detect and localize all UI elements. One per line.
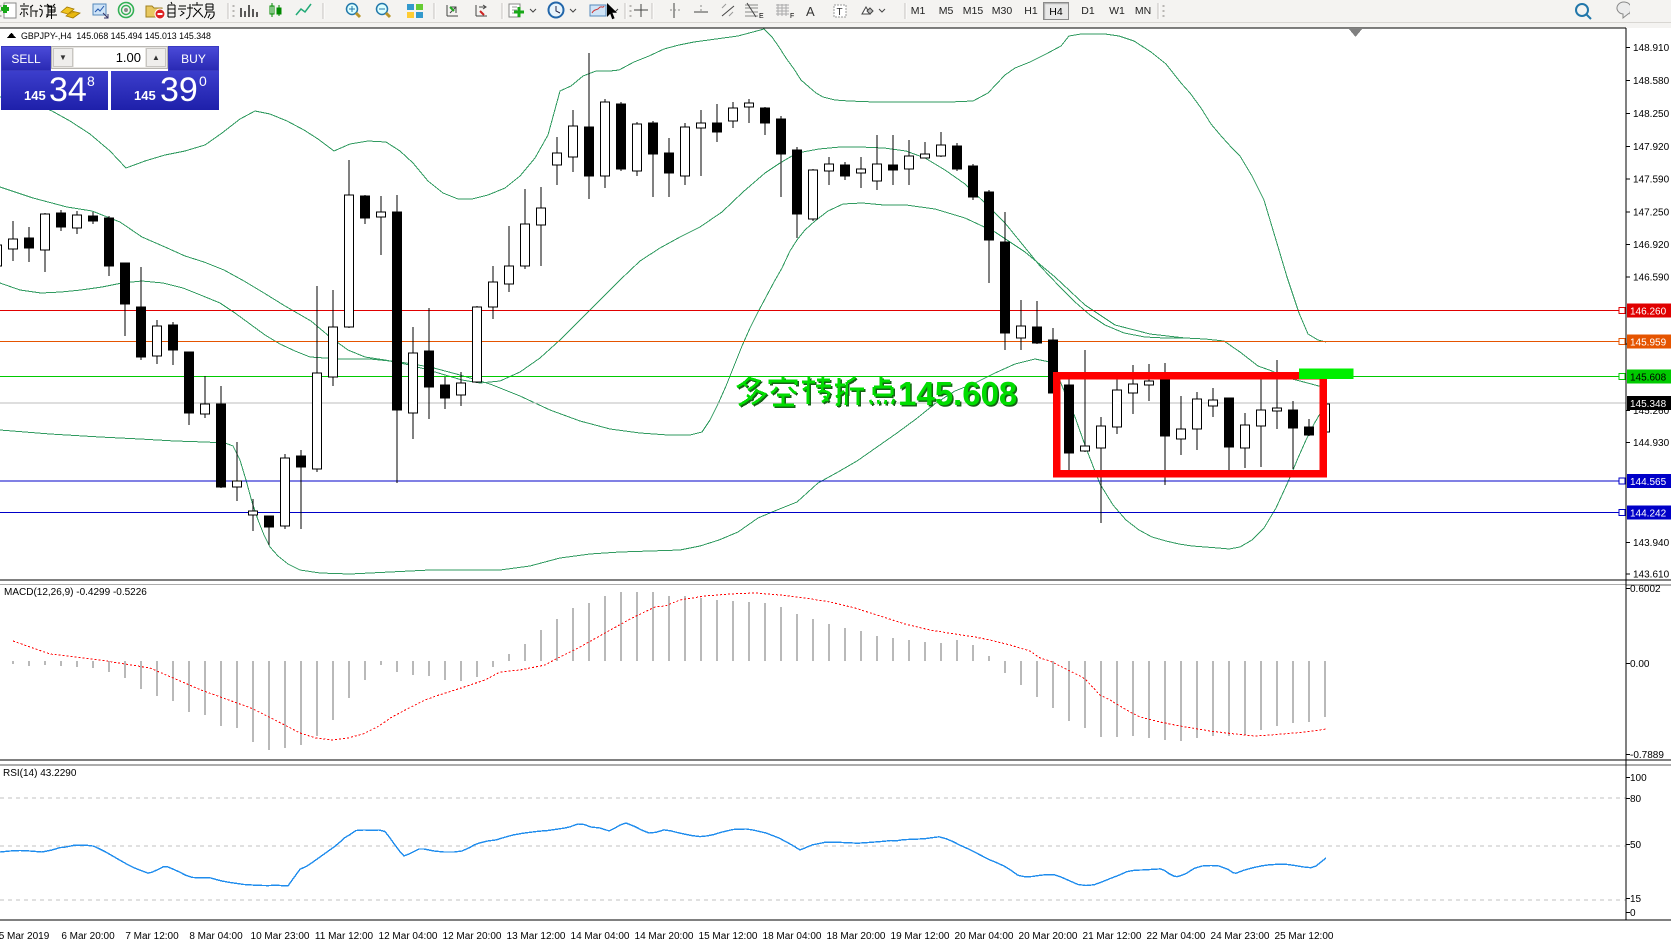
svg-text:50: 50: [1630, 840, 1642, 851]
svg-text:0.00: 0.00: [1630, 659, 1650, 670]
svg-text:15: 15: [1630, 894, 1642, 905]
svg-text:19 Mar 12:00: 19 Mar 12:00: [891, 931, 950, 942]
svg-text:T: T: [837, 7, 843, 18]
svg-text:12 Mar 04:00: 12 Mar 04:00: [379, 931, 438, 942]
svg-text:GBPJPY-,H4 145.068 145.494 14: GBPJPY-,H4 145.068 145.494 145.013 145.3…: [21, 31, 211, 41]
svg-text:14 Mar 20:00: 14 Mar 20:00: [635, 931, 694, 942]
svg-text:144.242: 144.242: [1630, 509, 1667, 520]
svg-text:146.260: 146.260: [1630, 307, 1667, 318]
svg-text:25 Mar 12:00: 25 Mar 12:00: [1275, 931, 1334, 942]
svg-text:144.565: 144.565: [1630, 477, 1667, 488]
svg-text:145.608: 145.608: [900, 377, 1019, 414]
svg-text:-0.7889: -0.7889: [1630, 750, 1664, 761]
svg-text:146.590: 146.590: [1633, 273, 1670, 284]
svg-text:143.610: 143.610: [1633, 570, 1670, 581]
svg-text:A: A: [806, 4, 815, 19]
svg-text:7 Mar 12:00: 7 Mar 12:00: [125, 931, 179, 942]
svg-text:18 Mar 20:00: 18 Mar 20:00: [827, 931, 886, 942]
svg-text:5 Mar 2019: 5 Mar 2019: [0, 931, 50, 942]
svg-text:13 Mar 12:00: 13 Mar 12:00: [507, 931, 566, 942]
svg-text:146.920: 146.920: [1633, 240, 1670, 251]
svg-text:6 Mar 20:00: 6 Mar 20:00: [61, 931, 115, 942]
svg-text:145.348: 145.348: [1630, 399, 1667, 410]
svg-text:145.608: 145.608: [898, 375, 1017, 412]
svg-text:100: 100: [1630, 773, 1647, 784]
svg-text:E: E: [759, 13, 764, 20]
svg-text:8 Mar 04:00: 8 Mar 04:00: [189, 931, 243, 942]
svg-text:147.250: 147.250: [1633, 208, 1670, 219]
svg-text:20 Mar 04:00: 20 Mar 04:00: [955, 931, 1014, 942]
svg-text:145.608: 145.608: [1630, 372, 1667, 383]
svg-text:14 Mar 04:00: 14 Mar 04:00: [571, 931, 630, 942]
svg-text:145.260: 145.260: [1633, 406, 1670, 417]
svg-text:18 Mar 04:00: 18 Mar 04:00: [763, 931, 822, 942]
svg-text:147.920: 147.920: [1633, 142, 1670, 153]
svg-text:145.959: 145.959: [1630, 337, 1667, 348]
svg-text:0: 0: [1630, 908, 1636, 919]
svg-text:147.590: 147.590: [1633, 175, 1670, 186]
svg-text:21 Mar 12:00: 21 Mar 12:00: [1083, 931, 1142, 942]
svg-text:F: F: [790, 13, 794, 20]
svg-text:24 Mar 23:00: 24 Mar 23:00: [1211, 931, 1270, 942]
svg-text:20 Mar 20:00: 20 Mar 20:00: [1019, 931, 1078, 942]
svg-text:148.580: 148.580: [1633, 76, 1670, 87]
svg-text:MACD(12,26,9) -0.4299 -0.5226: MACD(12,26,9) -0.4299 -0.5226: [4, 587, 147, 598]
svg-text:15 Mar 12:00: 15 Mar 12:00: [699, 931, 758, 942]
svg-text:148.910: 148.910: [1633, 43, 1670, 54]
svg-text:RSI(14) 43.2290: RSI(14) 43.2290: [3, 768, 77, 779]
svg-text:0.6002: 0.6002: [1630, 584, 1661, 595]
svg-text:11 Mar 12:00: 11 Mar 12:00: [315, 931, 374, 942]
svg-text:143.940: 143.940: [1633, 538, 1670, 549]
svg-text:22 Mar 04:00: 22 Mar 04:00: [1147, 931, 1206, 942]
svg-text:144.930: 144.930: [1633, 438, 1670, 449]
svg-text:80: 80: [1630, 794, 1642, 805]
svg-text:10 Mar 23:00: 10 Mar 23:00: [251, 931, 310, 942]
svg-text:148.250: 148.250: [1633, 109, 1670, 120]
svg-text:12 Mar 20:00: 12 Mar 20:00: [443, 931, 502, 942]
